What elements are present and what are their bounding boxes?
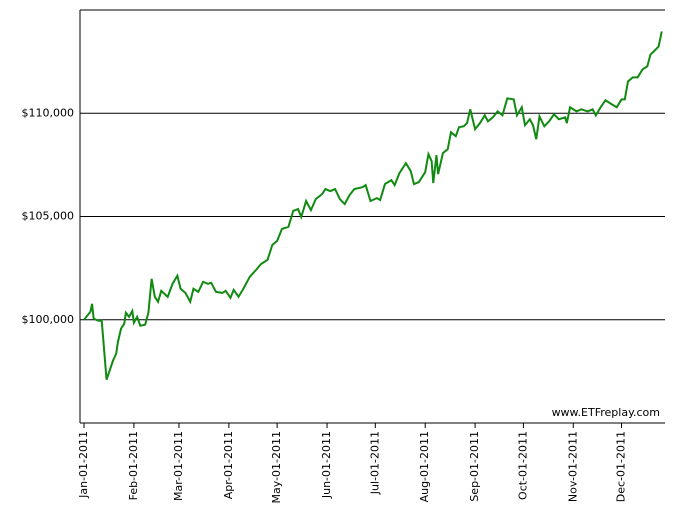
y-tick-label: $110,000 [22, 106, 75, 119]
x-tick-label: Dec-01-2011 [615, 431, 628, 502]
x-tick-label: Jun-01-2011 [320, 431, 333, 499]
watermark: www.ETFreplay.com [552, 406, 660, 419]
x-tick-label: Sep-01-2011 [468, 431, 481, 502]
x-tick-label: Nov-01-2011 [566, 431, 579, 502]
series-line [83, 31, 663, 380]
x-tick-label: Aug-01-2011 [418, 431, 431, 502]
x-tick-label: Feb-01-2011 [127, 431, 140, 500]
x-tick-label: Jan-01-2011 [77, 431, 90, 499]
x-tick-label: Oct-01-2011 [516, 431, 529, 500]
x-tick-label: Apr-01-2011 [222, 431, 235, 499]
x-tick-label: Mar-01-2011 [172, 431, 185, 501]
y-tick-label: $105,000 [22, 210, 75, 223]
y-tick-label: $100,000 [22, 313, 75, 326]
x-tick-label: May-01-2011 [270, 431, 283, 503]
x-tick-label: Jul-01-2011 [368, 431, 381, 495]
